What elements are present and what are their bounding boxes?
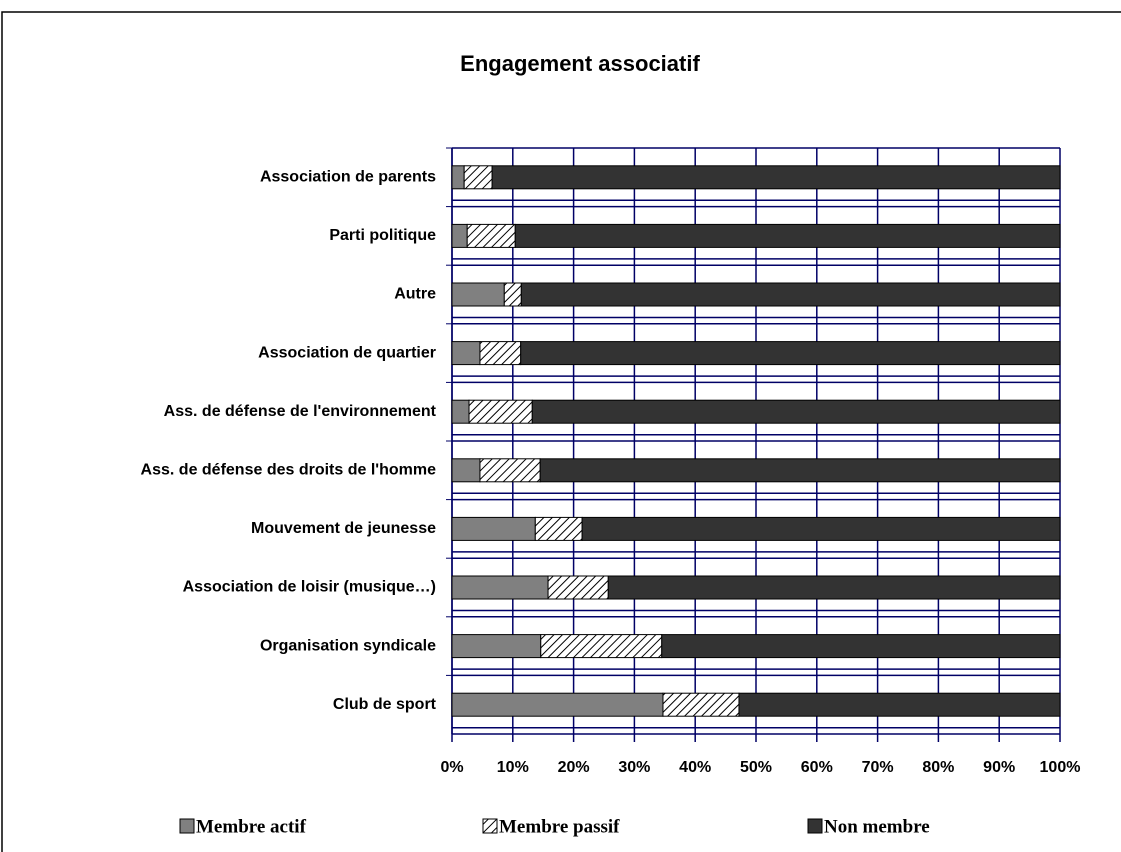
bar-segment <box>540 634 663 659</box>
bar-segment <box>534 516 583 541</box>
bar-segment <box>661 634 1061 659</box>
bar-segment <box>451 458 481 483</box>
bar-segment <box>451 692 664 717</box>
y-tick-label: Association de loisir (musique…) <box>183 579 436 596</box>
x-tick-label: 60% <box>801 759 833 776</box>
bar-segment <box>463 165 493 190</box>
bar-segment <box>451 165 465 190</box>
legend-label: Membre passif <box>499 816 620 837</box>
x-tick-label: 10% <box>497 759 529 776</box>
bar-segment <box>547 575 609 600</box>
y-tick-label: Parti politique <box>329 227 436 244</box>
bar-segment <box>503 282 522 307</box>
legend-swatch <box>807 818 823 834</box>
x-tick-label: 30% <box>618 759 650 776</box>
legend-swatch <box>179 818 195 834</box>
legend-label: Non membre <box>824 816 930 837</box>
y-tick-label: Organisation syndicale <box>260 637 436 654</box>
x-tick-label: 0% <box>440 759 463 776</box>
x-tick-label: 80% <box>922 759 954 776</box>
bar-segment <box>738 692 1061 717</box>
x-tick-label: 90% <box>983 759 1015 776</box>
y-tick-label: Association de quartier <box>258 344 436 361</box>
bar-segment <box>451 575 549 600</box>
y-tick-label: Ass. de défense des droits de l'homme <box>141 462 437 479</box>
frame <box>1 11 1121 852</box>
bar-segment <box>451 223 468 248</box>
bar-segment <box>514 223 1061 248</box>
y-tick-label: Club de sport <box>333 696 437 713</box>
bar-segment <box>581 516 1061 541</box>
x-tick-label: 40% <box>679 759 711 776</box>
bar-segment <box>662 692 740 717</box>
bar-segment <box>466 223 516 248</box>
bar-segment <box>531 399 1061 424</box>
y-tick-label: Autre <box>394 286 436 303</box>
x-tick-label: 20% <box>558 759 590 776</box>
legend-swatch <box>482 818 498 834</box>
chart-title: Engagement associatif <box>460 51 700 76</box>
x-tick-label: 70% <box>862 759 894 776</box>
y-tick-label: Ass. de défense de l'environnement <box>164 403 437 420</box>
bar-segment <box>451 399 470 424</box>
x-tick-label: 100% <box>1040 759 1081 776</box>
bar-segment <box>451 282 505 307</box>
bar-segment <box>451 341 481 366</box>
bar-segment <box>451 634 542 659</box>
bar-segment <box>607 575 1061 600</box>
bar-segment <box>539 458 1061 483</box>
legend-label: Membre actif <box>196 816 307 837</box>
x-tick-label: 50% <box>740 759 772 776</box>
y-tick-label: Mouvement de jeunesse <box>251 520 436 537</box>
bar-segment <box>479 341 522 366</box>
bar-segment <box>451 516 536 541</box>
bar-segment <box>479 458 541 483</box>
bar-segment <box>468 399 533 424</box>
bar-segment <box>520 282 1061 307</box>
bar-segment <box>520 341 1061 366</box>
y-tick-label: Association de parents <box>260 169 436 186</box>
bar-segment <box>491 165 1061 190</box>
